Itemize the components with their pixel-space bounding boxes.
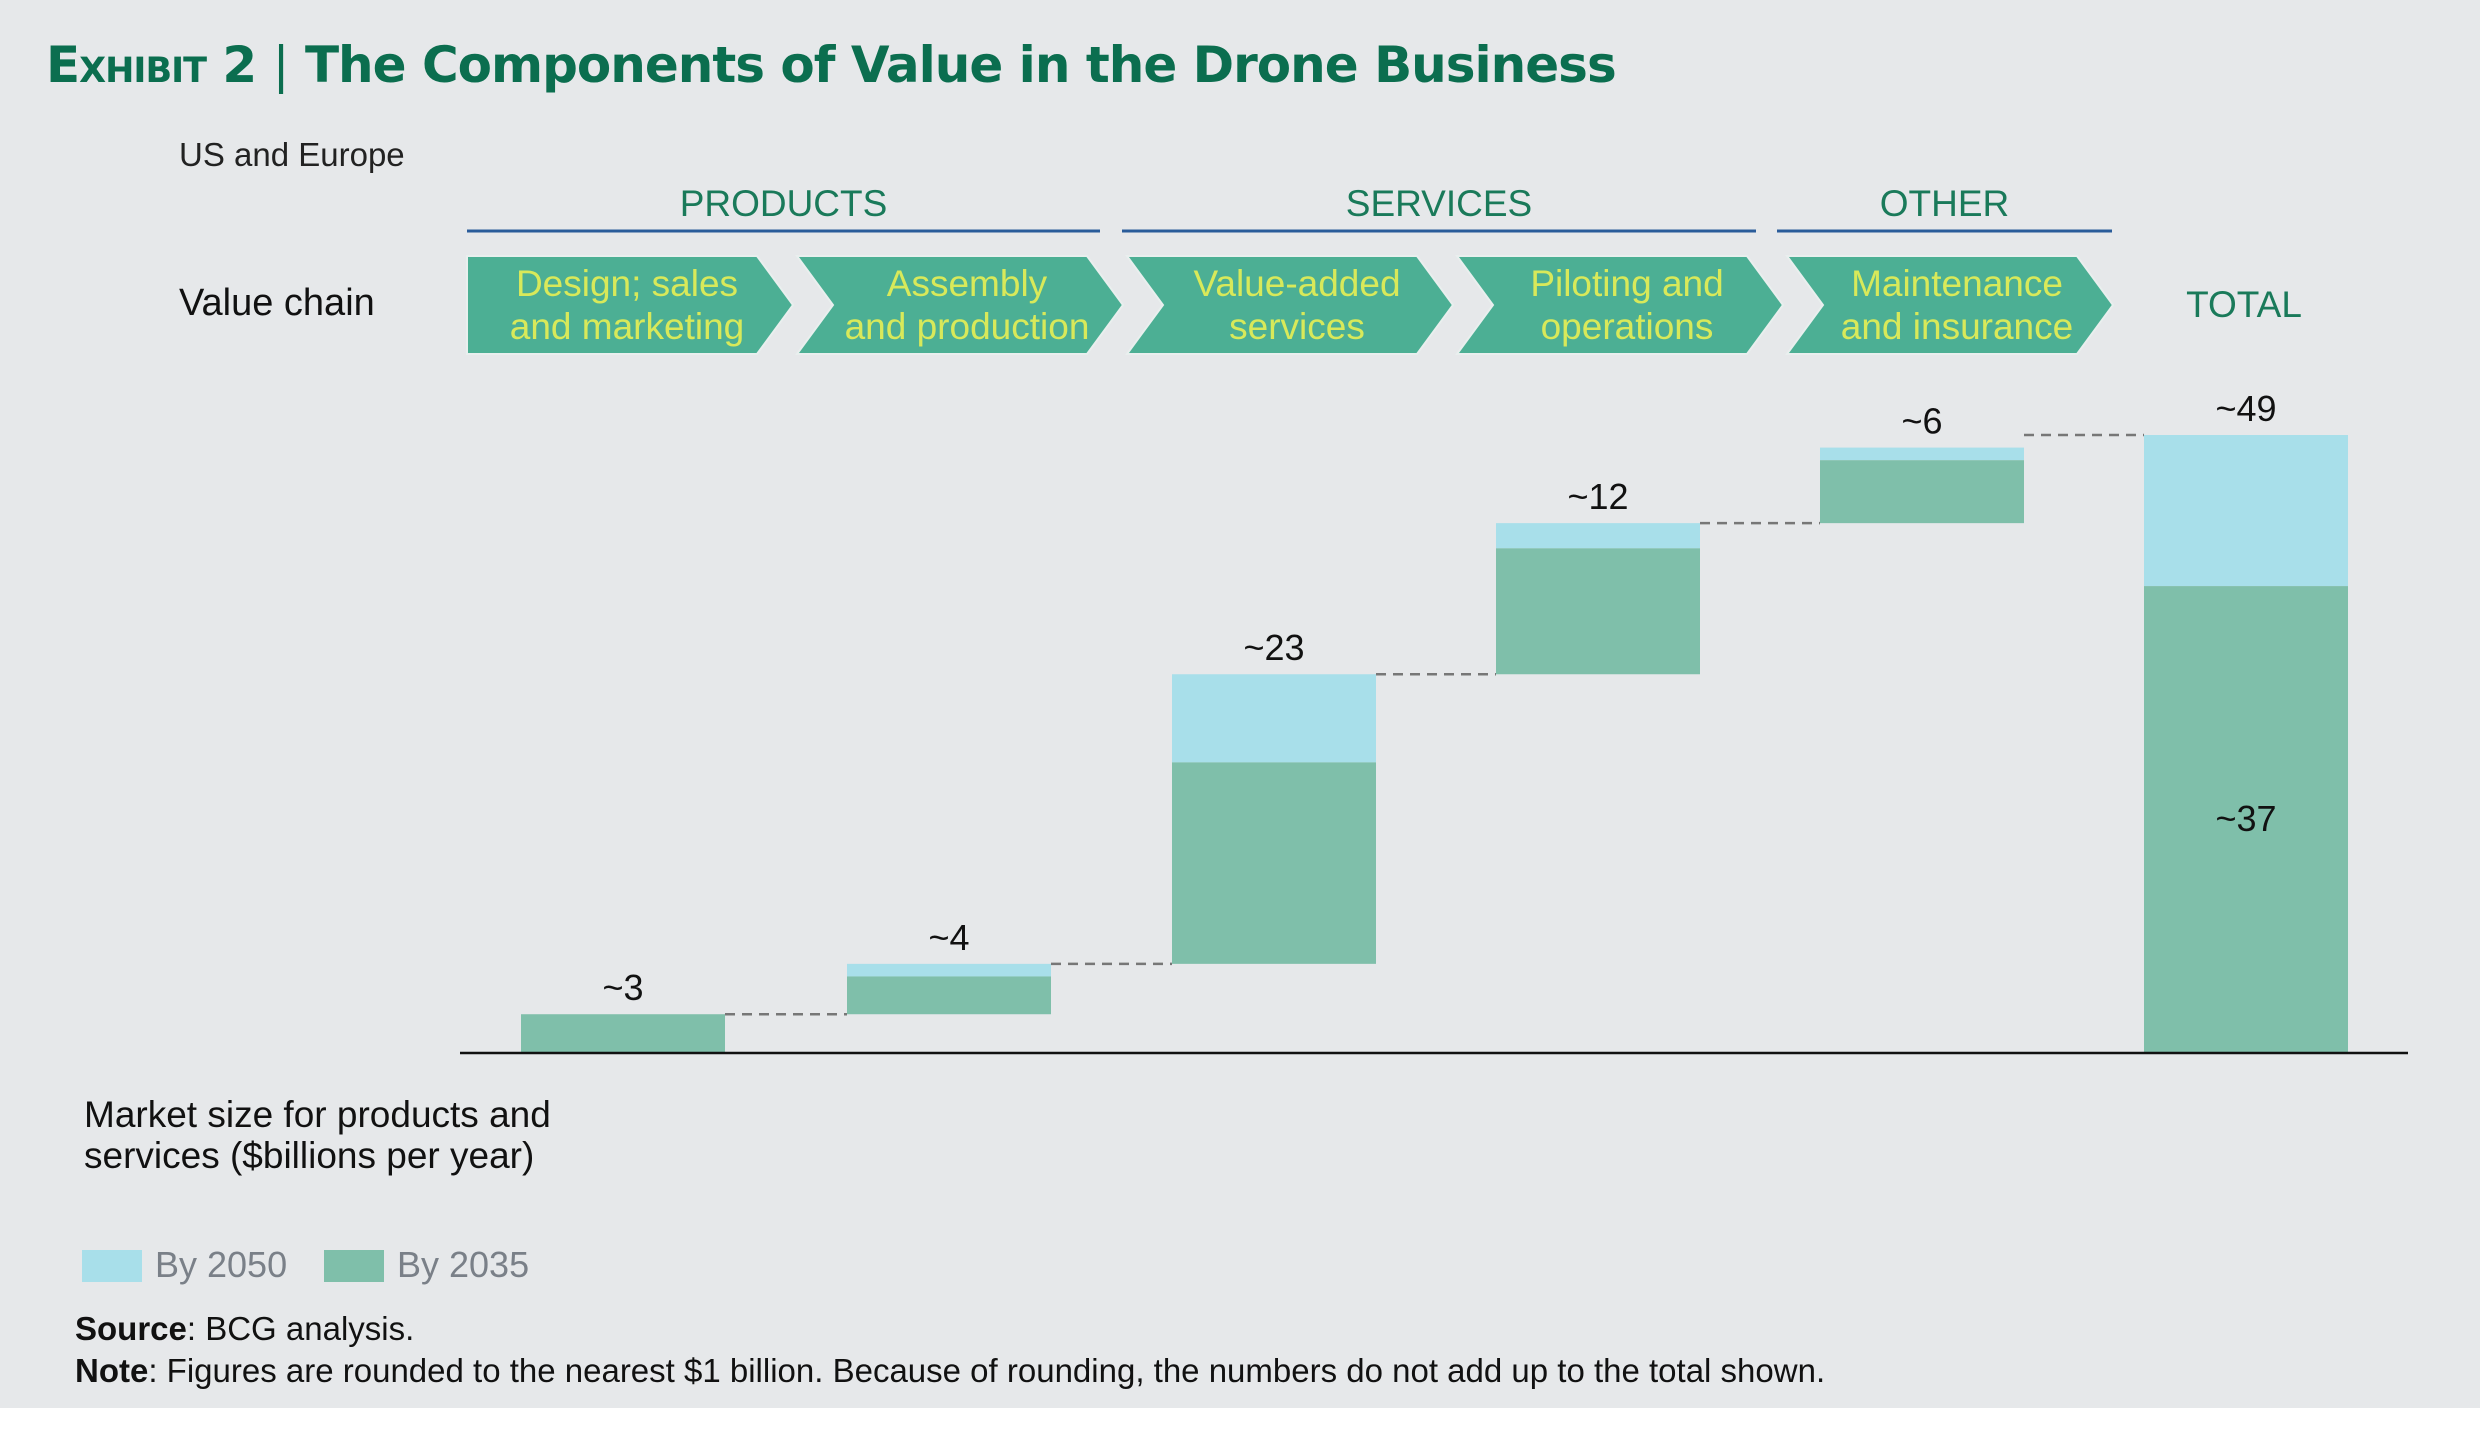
legend-label-2035: By 2035 [397,1244,530,1285]
region-subtitle: US and Europe [179,136,405,173]
data-label: ~49 [2215,388,2276,429]
stage-label-line2: and insurance [1841,306,2073,347]
data-label: ~3 [602,967,643,1008]
bar-segment-2050 [1820,447,2024,461]
stage-label-line1: Value-added [1193,263,1400,304]
legend-title: Market size for products and services ($… [84,1094,551,1176]
stage-label-line1: Design; sales [516,263,738,304]
legend-label-2050: By 2050 [155,1244,288,1285]
note-label: Note [75,1352,149,1389]
value-chain-stage-chevron [466,255,795,355]
source-note: Source: BCG analysis. [75,1310,414,1348]
stage-label-line2: and marketing [510,306,744,347]
value-chain-stage-chevron [795,255,1125,355]
footnote: Note: Figures are rounded to the nearest… [75,1352,1825,1390]
total-2035-label: ~37 [2215,798,2276,839]
legend-swatch-2035 [324,1250,384,1282]
data-label: ~12 [1567,476,1628,517]
exhibit-title: Exhibit 2 | The Components of Value in t… [46,36,1617,94]
note-text: : Figures are rounded to the nearest $1 … [148,1352,1826,1389]
bar-segment-2050 [1496,523,1700,549]
total-header: TOTAL [2186,284,2302,325]
stage-label-line1: Assembly [887,263,1048,304]
bar-segment-2050 [2144,435,2348,587]
value-chain-label: Value chain [179,282,375,324]
stage-label-line1: Piloting and [1530,263,1723,304]
data-label: ~6 [1901,401,1942,442]
bar-segment-2035 [1820,460,2024,524]
title-text: The Components of Value in the Drone Bus… [304,36,1617,94]
bar-segment-2035 [2144,586,2348,1052]
bar-segment-2035 [1496,548,1700,675]
data-label: ~23 [1243,627,1304,668]
title-separator: | [272,36,290,94]
value-chain-stage-chevron [1455,255,1785,355]
stage-label-line2: and production [845,306,1090,347]
bar-segment-2050 [847,963,1051,977]
data-label: ~4 [928,917,969,958]
exhibit-number: Exhibit 2 [46,36,257,94]
bar-segment-2050 [1172,674,1376,763]
bar-segment-2035 [847,976,1051,1015]
bar-segment-2035 [1172,762,1376,964]
group-header-products: PRODUCTS [680,183,888,224]
source-label: Source [75,1310,187,1347]
value-chain-stage-chevron [1785,255,2115,355]
stage-label-line2: services [1229,306,1365,347]
legend-swatch-2050 [82,1250,142,1282]
stage-label-line2: operations [1541,306,1714,347]
stage-label-line1: Maintenance [1851,263,2063,304]
group-header-other: OTHER [1880,183,2010,224]
bar-segment-2035 [521,1014,725,1052]
group-header-services: SERVICES [1346,183,1532,224]
source-text: : BCG analysis. [186,1310,415,1347]
value-chain-stage-chevron [1125,255,1455,355]
